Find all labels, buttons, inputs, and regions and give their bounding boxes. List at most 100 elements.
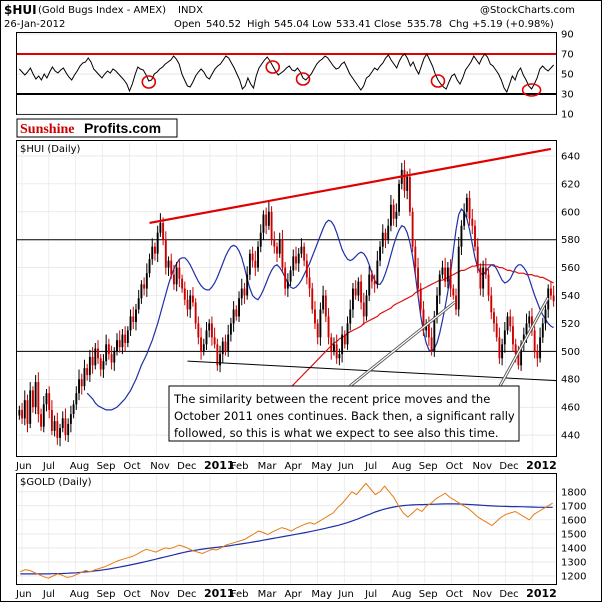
candle-body: [200, 337, 203, 352]
candle-body: [219, 354, 222, 366]
candle-body: [525, 323, 528, 335]
candle-body: [99, 358, 102, 370]
candle-body: [262, 214, 265, 233]
candle-body: [110, 354, 113, 363]
gold-month-label: Aug: [70, 589, 90, 600]
candle-body: [398, 183, 401, 212]
candle-body: [465, 197, 468, 212]
candle-body: [105, 344, 108, 362]
candle-body: [436, 295, 438, 317]
candle-body: [164, 239, 167, 268]
candle-body: [118, 340, 121, 348]
candle-body: [154, 246, 156, 254]
gold-month-label: Sep: [97, 589, 116, 600]
chart-index-name: (Gold Bugs Index - AMEX): [38, 5, 166, 16]
open-value: 540.52: [206, 19, 241, 30]
candle-body: [246, 274, 249, 296]
rsi-circle-marker: [265, 60, 281, 74]
candle-body: [64, 418, 67, 436]
candle-body: [549, 288, 552, 296]
candle-body: [471, 218, 474, 226]
candle-body: [520, 344, 523, 366]
price-month-label: Sep: [97, 461, 116, 472]
price-tick-label: 560: [561, 263, 580, 274]
candle-body: [53, 421, 56, 431]
candle-body: [40, 414, 43, 427]
candle-body: [257, 246, 259, 268]
candle-body: [316, 323, 319, 338]
candle-body: [338, 354, 341, 359]
candle-body: [186, 299, 189, 310]
gold-month-label: May: [311, 589, 332, 600]
candle-body: [479, 267, 482, 289]
candle-body: [83, 368, 86, 387]
candle-body: [433, 316, 436, 352]
candle-body: [441, 267, 444, 275]
candle-body: [175, 267, 178, 285]
rsi-line: [19, 52, 554, 94]
price-month-label: Dec: [177, 461, 196, 472]
annotation-pointers: [349, 297, 550, 388]
candle-body: [140, 284, 143, 299]
gold-tick-label: 1200: [561, 571, 586, 582]
price-tick-label: 440: [561, 431, 580, 442]
high-value: 545.04: [274, 19, 309, 30]
gold-month-label: Aug: [392, 589, 412, 600]
pointer-line-inner: [499, 297, 549, 387]
gold-month-label: Oct: [123, 589, 140, 600]
candle-body: [227, 334, 230, 352]
gold-panel-title: $GOLD (Daily): [20, 477, 92, 488]
candle-body: [308, 277, 311, 289]
price-month-label: Aug: [70, 461, 90, 472]
candle-body: [229, 323, 232, 335]
candle-body: [417, 267, 419, 289]
gold-tick-label: 1400: [561, 543, 586, 554]
candle-body: [468, 197, 471, 219]
gold-tick-label: 1300: [561, 557, 586, 568]
rsi-circle-marker: [521, 83, 542, 97]
candle-body: [59, 428, 61, 438]
candle-body: [243, 288, 246, 296]
candle-body: [284, 267, 287, 289]
candle-body: [42, 404, 45, 427]
candle-body: [129, 316, 132, 331]
candle-body: [463, 211, 466, 226]
candle-body: [56, 421, 59, 438]
candle-body: [259, 232, 262, 247]
gold-month-label: 2011: [204, 587, 235, 600]
candle-body: [208, 323, 211, 331]
candle-body: [476, 246, 479, 268]
candle-body: [281, 239, 284, 268]
candle-body: [97, 348, 99, 359]
rsi-circle-marker: [295, 72, 311, 86]
candle-body: [490, 295, 493, 313]
chart-date: 26-Jan-2012: [4, 19, 65, 30]
candle-body: [368, 274, 371, 296]
price-month-label: Nov: [472, 461, 492, 472]
candle-body: [61, 418, 64, 429]
price-tick-label: 600: [561, 207, 580, 218]
price-month-label: Dec: [499, 461, 518, 472]
candle-body: [406, 176, 409, 191]
gold-price-line: [20, 482, 553, 579]
candle-body: [384, 232, 387, 240]
low-label: Low: [312, 19, 332, 30]
price-tick-label: 540: [561, 291, 580, 302]
candle-body: [116, 340, 118, 352]
candle-body: [392, 204, 395, 219]
candle-body: [276, 246, 278, 254]
gold-month-label: Dec: [499, 589, 518, 600]
price-month-label: May: [311, 461, 332, 472]
gold-month-label: Oct: [446, 589, 463, 600]
candle-body: [113, 351, 116, 363]
annotation-box: The similarity between the recent price …: [168, 385, 520, 442]
candle-body: [419, 288, 422, 310]
price-month-label: Aug: [392, 461, 412, 472]
candle-body: [72, 404, 75, 415]
rsi-y-ticks: 10 30 50 70 90: [561, 30, 574, 121]
moving-average-200: [241, 264, 554, 419]
candle-body: [29, 390, 32, 424]
candle-body: [126, 330, 129, 343]
candle-body: [395, 211, 398, 219]
candle-body: [487, 274, 490, 296]
